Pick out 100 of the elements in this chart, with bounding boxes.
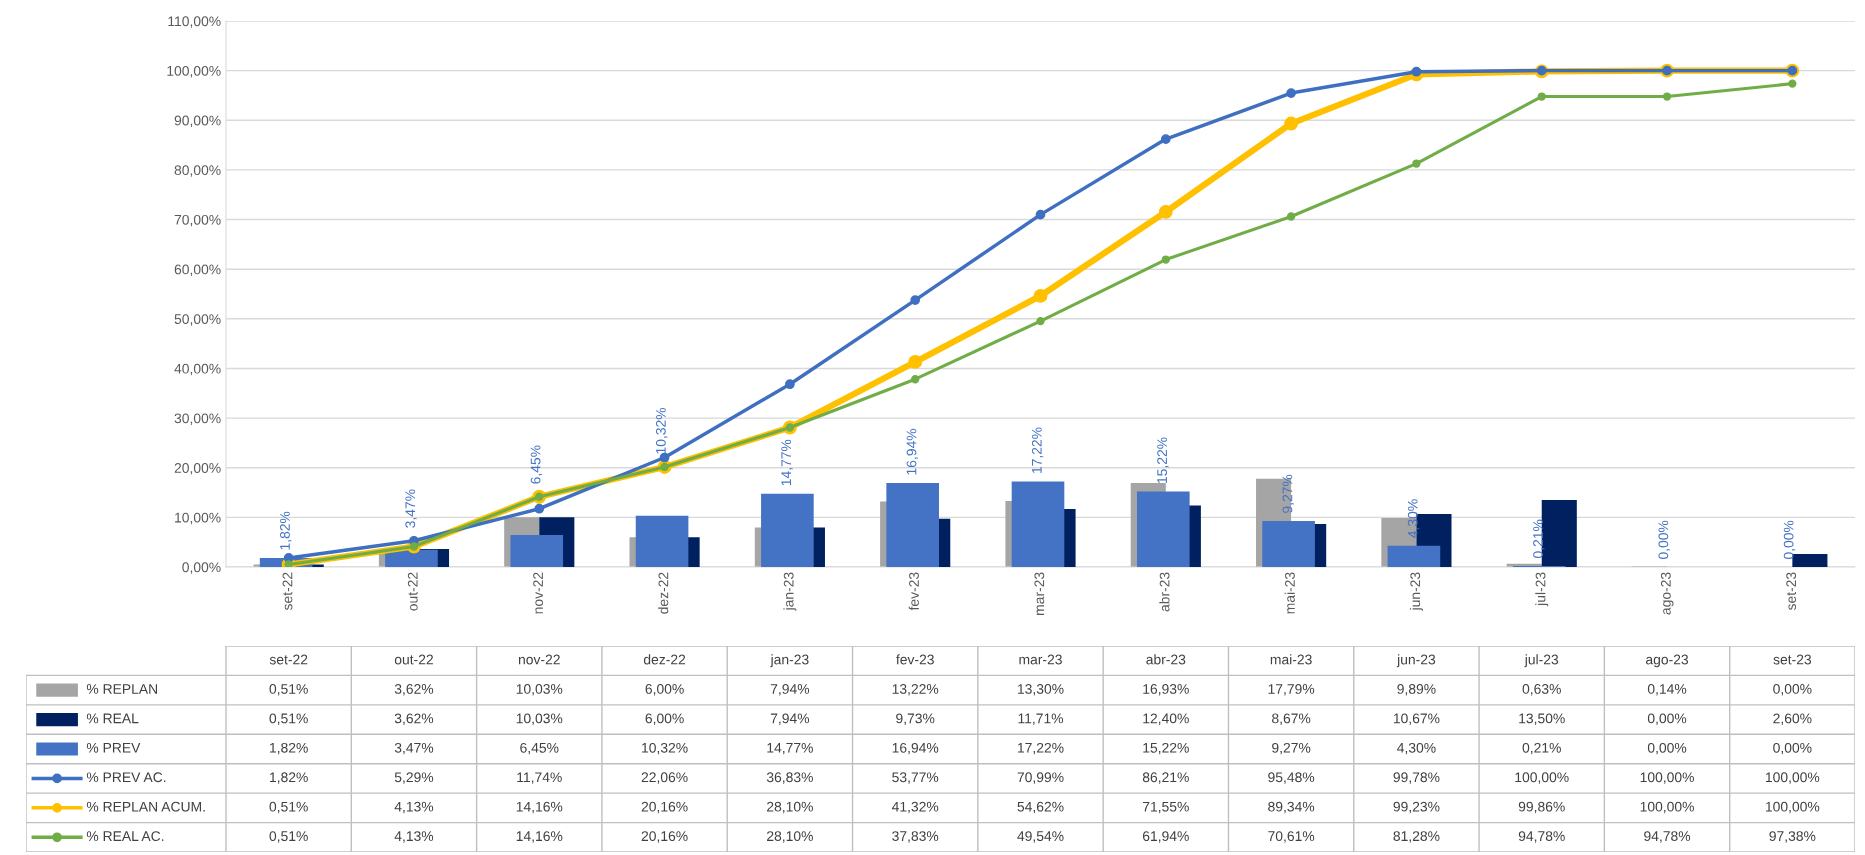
data-label: 36,83% [766, 772, 813, 784]
x-tick-label: abr-23 [1159, 572, 1170, 612]
category-label: fev-23 [896, 654, 934, 665]
data-label: 0,14% [1647, 684, 1687, 696]
category-label: mar-23 [1019, 654, 1062, 665]
x-tick-label: jan-23 [783, 572, 797, 611]
legend-label: % PREV [86, 742, 141, 753]
data-label: 10,03% [516, 684, 563, 696]
data-label: 10,03% [516, 713, 563, 725]
data-label: 94,78% [1518, 831, 1565, 843]
data-label: 13,30% [1018, 684, 1064, 696]
category-label: abr-23 [1146, 654, 1186, 665]
x-tick-label: jun-23 [1409, 572, 1423, 611]
category-label: out-22 [394, 654, 433, 665]
data-label: 6,00% [645, 713, 684, 725]
y-tick-label: 40,00% [174, 363, 221, 376]
data-label: 13,22% [892, 684, 939, 696]
data-label: 100,00% [1640, 801, 1694, 814]
data-label: 4,13% [394, 831, 434, 843]
data-label: 14,16% [516, 831, 563, 843]
y-tick-label: 60,00% [174, 264, 221, 276]
category-label: nov-22 [518, 654, 560, 665]
data-label: 9,27% [1272, 742, 1311, 755]
data-label: 6,00% [645, 684, 684, 696]
category-label: ago-23 [1646, 654, 1689, 668]
y-tick-label: 80,00% [174, 165, 221, 177]
x-tick-label: jul-23 [1535, 572, 1549, 607]
data-label: 6,45% [520, 742, 559, 755]
y-tick-label: 110,00% [168, 16, 221, 28]
data-label: 94,78% [1644, 831, 1691, 843]
legend-label: % REAL AC. [86, 831, 164, 842]
data-label: 97,38% [1769, 831, 1816, 843]
data-label: 86,21% [1142, 772, 1189, 784]
data-label: 14,77% [767, 742, 813, 755]
data-label: 49,54% [1017, 831, 1064, 843]
data-label: 100,00% [1640, 772, 1694, 784]
data-label: 81,28% [1393, 831, 1440, 843]
x-tick-label: set-23 [1786, 572, 1797, 611]
data-label: 100,00% [1515, 772, 1569, 784]
data-label: 3,62% [394, 713, 434, 725]
data-label: 70,99% [1017, 772, 1064, 784]
category-label: mai-23 [1270, 654, 1312, 665]
category-label: set-22 [269, 654, 308, 665]
data-label: 0,51% [269, 801, 308, 814]
y-tick-label: 70,00% [174, 214, 221, 227]
text: 15,22% [1157, 437, 1169, 483]
data-label: 71,55% [1142, 801, 1189, 814]
data-label: 100,00% [1765, 772, 1820, 784]
text: 10,32% [655, 407, 668, 454]
data-label: 99,23% [1393, 801, 1440, 814]
data-label: 5,29% [394, 772, 434, 784]
text: 6,45% [530, 445, 543, 484]
category-label: jul-23 [1524, 654, 1559, 668]
data-label: 7,94% [770, 684, 810, 696]
data-label: 99,78% [1393, 772, 1440, 784]
y-tick-label: 30,00% [174, 413, 221, 425]
data-label: 22,06% [641, 772, 688, 784]
data-label: 3,47% [394, 742, 434, 755]
data-label: 11,71% [1018, 713, 1064, 725]
data-label: 0,51% [269, 713, 308, 725]
text: 0,21% [1533, 519, 1545, 558]
y-tick-label: 100,00% [167, 65, 221, 78]
text: 0,00% [1783, 520, 1796, 560]
data-label: 16,94% [892, 742, 939, 755]
data-label: 16,93% [1143, 684, 1189, 696]
data-label: 12,40% [1143, 713, 1189, 725]
legend-label: % REPLAN [86, 684, 158, 694]
text: 1,82% [280, 511, 292, 550]
x-tick-label: ago-23 [1660, 572, 1674, 615]
category-label: jan-23 [770, 654, 809, 668]
data-label: 20,16% [641, 801, 688, 814]
y-tick-label: 0,00% [182, 562, 221, 574]
data-label: 0,51% [269, 831, 308, 843]
text: 9,27% [1282, 474, 1294, 513]
data-label: 14,16% [516, 801, 563, 814]
data-label: 10,32% [642, 742, 688, 755]
data-label: 0,00% [1773, 742, 1812, 755]
data-label: 70,61% [1268, 831, 1315, 843]
text: 4,30% [1407, 499, 1420, 538]
data-label: 7,94% [770, 713, 810, 725]
data-label: 0,63% [1522, 684, 1561, 696]
data-label: 1,82% [270, 772, 308, 784]
y-tick-label: 90,00% [174, 115, 221, 128]
text: 0,00% [1658, 520, 1670, 560]
data-label: 41,32% [891, 801, 939, 814]
text: 17,22% [1031, 427, 1044, 474]
data-label: 9,89% [1397, 684, 1436, 696]
text: 16,94% [906, 428, 919, 475]
data-label: 0,00% [1773, 684, 1812, 696]
legend-label: % REAL [86, 713, 139, 724]
text: 3,47% [405, 489, 417, 528]
y-tick-label: 20,00% [174, 463, 221, 475]
data-label: 17,79% [1268, 684, 1315, 696]
y-tick-label: 10,00% [175, 512, 221, 525]
legend-label: % REPLAN ACUM. [86, 801, 205, 812]
data-label: 100,00% [1765, 801, 1820, 814]
data-label: 13,50% [1519, 713, 1565, 725]
data-label: 4,30% [1397, 742, 1436, 755]
data-label: 89,34% [1268, 801, 1315, 814]
data-label: 3,62% [394, 684, 434, 696]
